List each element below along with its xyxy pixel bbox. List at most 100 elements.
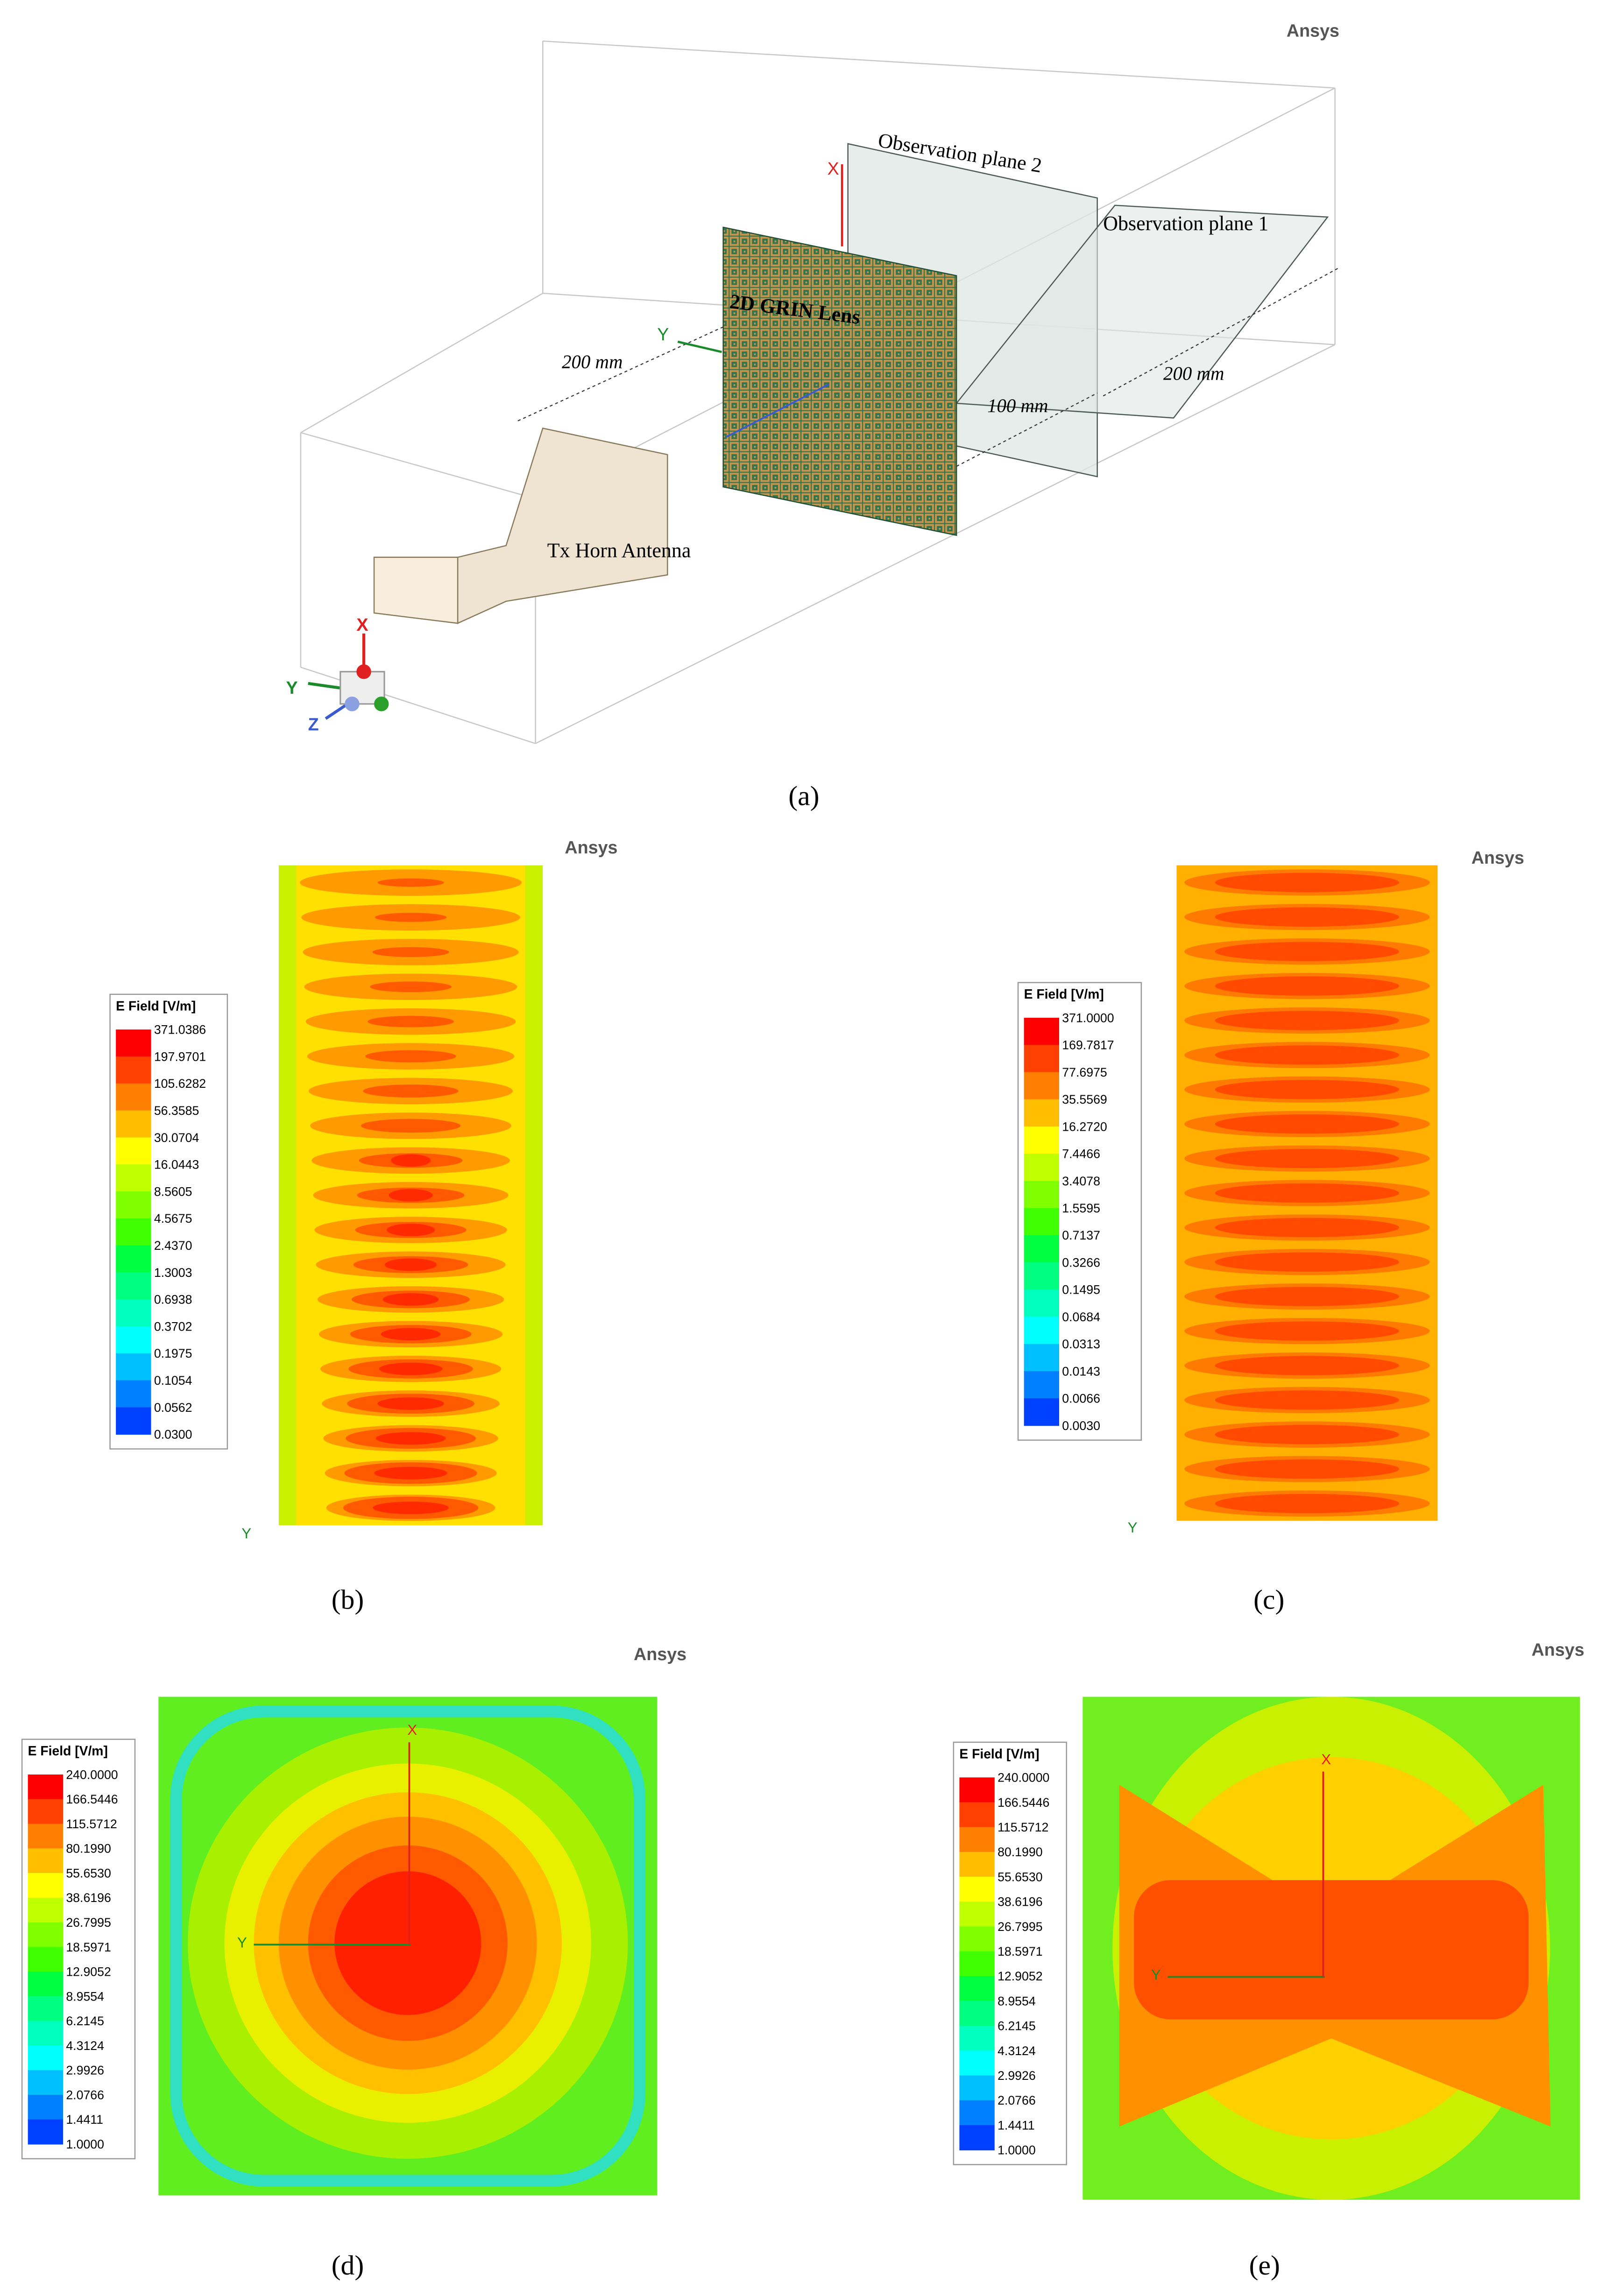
legend-color bbox=[116, 1137, 151, 1165]
field-panel: X Y E Field [V/m] 240.0000 166.5446 115.5712 8… bbox=[21, 1644, 686, 2281]
legend-color bbox=[1024, 1154, 1060, 1182]
legend-value: 105.6282 bbox=[154, 1077, 206, 1091]
label: Tx Horn Antenna bbox=[547, 539, 691, 562]
field-contour bbox=[1215, 1493, 1399, 1514]
field-contour bbox=[373, 1501, 449, 1514]
field-contour bbox=[363, 1085, 459, 1098]
legend-color bbox=[1024, 1072, 1060, 1100]
horn-feed bbox=[373, 556, 459, 624]
field-contour bbox=[372, 947, 449, 957]
field-panels: Y E Field [V/m] 371.0386 197.9701 105.6282 56… bbox=[21, 838, 1585, 2281]
legend-color bbox=[959, 1902, 995, 1927]
field-contour bbox=[382, 1293, 439, 1306]
watermark: Ansys bbox=[1287, 21, 1339, 41]
field-contour bbox=[375, 1432, 446, 1445]
legend-color bbox=[28, 1848, 64, 1873]
legend-color bbox=[116, 1353, 151, 1381]
field-contour bbox=[1215, 1011, 1399, 1030]
view-cube-dot bbox=[374, 697, 389, 711]
field-contour bbox=[1215, 1321, 1399, 1341]
field-contour bbox=[1215, 1114, 1399, 1134]
caption: (a) bbox=[788, 781, 819, 811]
legend-value: 0.0030 bbox=[1062, 1419, 1100, 1433]
legend-value: 0.6938 bbox=[154, 1293, 192, 1307]
legend-color bbox=[28, 2070, 64, 2095]
legend-value: 0.3266 bbox=[1062, 1255, 1100, 1269]
legend-color bbox=[116, 1380, 151, 1408]
legend-color bbox=[1024, 1317, 1060, 1345]
axis-arrow bbox=[677, 340, 722, 353]
caption: (b) bbox=[332, 1584, 364, 1615]
legend-value: 0.1975 bbox=[154, 1346, 192, 1360]
legend-value: 26.7995 bbox=[66, 1916, 111, 1930]
legend-color bbox=[959, 2125, 995, 2151]
legend-color bbox=[959, 1877, 995, 1902]
field-contour bbox=[1134, 1880, 1529, 2020]
legend-color bbox=[959, 1777, 995, 1803]
legend-color bbox=[959, 2100, 995, 2126]
field-plot bbox=[1176, 865, 1438, 1521]
field-panel: X Y E Field [V/m] 240.0000 166.5446 115.5712 8… bbox=[953, 1640, 1585, 2281]
legend-value: 371.0000 bbox=[1062, 1011, 1114, 1025]
legend-color bbox=[1024, 1235, 1060, 1263]
horn-flare bbox=[457, 427, 668, 624]
field-contour bbox=[1215, 1183, 1399, 1203]
legend-value: 6.2145 bbox=[998, 2019, 1036, 2033]
legend-title: E Field [V/m] bbox=[28, 1743, 108, 1758]
legend-value: 2.9926 bbox=[998, 2069, 1036, 2083]
field-contour bbox=[374, 1466, 447, 1479]
legend-color bbox=[959, 1951, 995, 1977]
legend-value: 2.4370 bbox=[154, 1239, 192, 1253]
field-ring bbox=[170, 1705, 646, 2187]
legend-value: 38.6196 bbox=[998, 1895, 1042, 1909]
legend-color bbox=[1024, 1262, 1060, 1290]
legend-color bbox=[959, 2075, 995, 2101]
legend-value: 56.3585 bbox=[154, 1104, 199, 1118]
view-cube-dot bbox=[356, 664, 371, 679]
legend-value: 240.0000 bbox=[66, 1768, 118, 1782]
legend-value: 0.3702 bbox=[154, 1319, 192, 1333]
legend-value: 1.0000 bbox=[998, 2143, 1036, 2157]
watermark: Ansys bbox=[634, 1644, 686, 1664]
legend-color bbox=[1024, 1371, 1060, 1399]
legend-value: 1.5595 bbox=[1062, 1201, 1100, 1215]
legend-color bbox=[28, 2095, 64, 2120]
field-plot bbox=[158, 1697, 658, 2196]
legend-color bbox=[28, 1996, 64, 2021]
legend-color bbox=[959, 1976, 995, 2001]
legend-color bbox=[116, 1326, 151, 1354]
axis-label: X bbox=[356, 615, 368, 634]
axis-label: X bbox=[828, 159, 839, 178]
watermark: Ansys bbox=[1472, 848, 1524, 867]
legend-value: 1.4411 bbox=[998, 2118, 1035, 2132]
field-panel: Y E Field [V/m] 371.0386 197.9701 105.6282 56… bbox=[109, 838, 618, 1615]
legend-color bbox=[1024, 1289, 1060, 1317]
field-contour bbox=[368, 1015, 454, 1028]
label: 200 mm bbox=[1163, 363, 1224, 384]
legend-value: 8.9554 bbox=[998, 1994, 1036, 2008]
axis-label: Y bbox=[286, 678, 298, 697]
legend-value: 197.9701 bbox=[154, 1049, 206, 1063]
legend-color bbox=[28, 1774, 64, 1800]
legend-title: E Field [V/m] bbox=[959, 1746, 1039, 1761]
legend-value: 8.5605 bbox=[154, 1184, 192, 1198]
legend-value: 35.5569 bbox=[1062, 1092, 1107, 1106]
legend-value: 12.9052 bbox=[998, 1969, 1042, 1983]
axis-arrow bbox=[726, 383, 829, 438]
legend-color bbox=[116, 1029, 151, 1057]
legend-value: 80.1990 bbox=[998, 1845, 1042, 1859]
legend-value: 0.1054 bbox=[154, 1373, 192, 1387]
legend-value: 0.0562 bbox=[154, 1401, 192, 1415]
field-contour bbox=[1215, 1148, 1399, 1169]
label: Observation plane 1 bbox=[1103, 212, 1268, 235]
legend-value: 55.6530 bbox=[998, 1870, 1042, 1884]
legend-value: 166.5446 bbox=[66, 1792, 118, 1806]
field-contour bbox=[1215, 873, 1399, 893]
field-contour bbox=[381, 1328, 441, 1341]
legend-value: 7.4466 bbox=[1062, 1147, 1100, 1161]
field-plot bbox=[1083, 1697, 1580, 2200]
field-contour bbox=[370, 981, 452, 993]
legend-value: 6.2145 bbox=[66, 2014, 104, 2028]
field-contour bbox=[384, 1258, 437, 1271]
legend-color bbox=[28, 1897, 64, 1923]
